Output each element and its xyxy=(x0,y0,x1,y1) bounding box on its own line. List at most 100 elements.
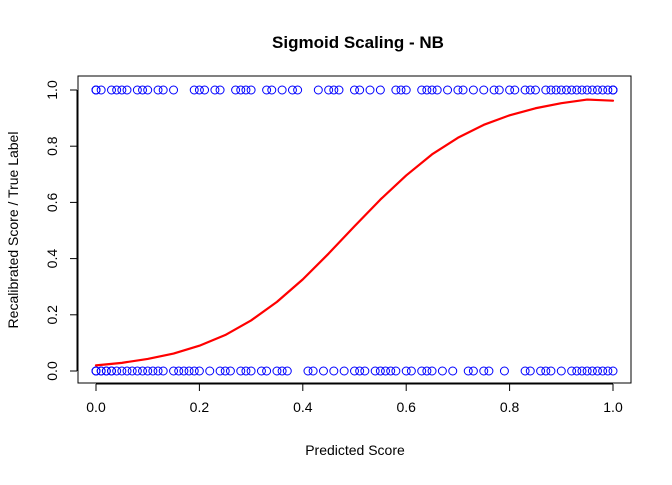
data-point xyxy=(153,85,163,95)
data-point xyxy=(112,85,122,95)
data-point xyxy=(401,366,411,376)
data-point xyxy=(91,366,101,376)
data-point xyxy=(215,85,225,95)
data-point xyxy=(489,85,499,95)
data-point xyxy=(236,366,246,376)
data-point xyxy=(138,85,148,95)
data-point xyxy=(293,85,303,95)
y-axis-label: Recalibrated Score / True Label xyxy=(5,132,21,329)
data-point xyxy=(603,85,613,95)
data-point xyxy=(318,366,328,376)
data-point xyxy=(143,85,153,95)
data-point xyxy=(277,366,287,376)
data-point xyxy=(598,366,608,376)
data-point xyxy=(603,366,613,376)
data-point xyxy=(324,85,334,95)
data-point xyxy=(267,85,277,95)
data-point xyxy=(391,366,401,376)
data-point xyxy=(122,85,132,95)
y-tick-label: 0.0 xyxy=(44,361,60,381)
x-tick-label: 0.8 xyxy=(500,399,520,415)
data-point xyxy=(375,85,385,95)
data-point xyxy=(107,366,117,376)
data-point xyxy=(577,366,587,376)
data-point xyxy=(453,85,463,95)
data-point xyxy=(479,366,489,376)
data-point xyxy=(169,85,179,95)
y-tick-label: 0.2 xyxy=(44,305,60,325)
plot-frame xyxy=(77,75,632,384)
data-point xyxy=(567,85,577,95)
data-point xyxy=(401,85,411,95)
data-point xyxy=(220,366,230,376)
data-point xyxy=(479,85,489,95)
data-point xyxy=(277,85,287,95)
data-point xyxy=(427,85,437,95)
data-point xyxy=(556,85,566,95)
data-point xyxy=(169,366,179,376)
data-point xyxy=(194,366,204,376)
y-tick-label: 0.8 xyxy=(44,136,60,156)
data-point xyxy=(577,85,587,95)
y-tick-label: 0.6 xyxy=(44,192,60,212)
sigmoid-curve xyxy=(94,98,615,367)
data-point xyxy=(541,85,551,95)
data-point xyxy=(194,85,204,95)
data-point xyxy=(520,366,530,376)
data-point xyxy=(448,366,458,376)
sigmoid-curve-layer xyxy=(94,98,615,367)
data-point xyxy=(365,85,375,95)
data-point xyxy=(561,85,571,95)
data-point xyxy=(148,366,158,376)
data-point xyxy=(427,366,437,376)
data-point xyxy=(572,366,582,376)
x-axis-label: Predicted Score xyxy=(305,442,405,458)
x-tick-label: 0.0 xyxy=(86,399,106,415)
y-tick-label: 1.0 xyxy=(44,80,60,100)
data-point xyxy=(184,366,194,376)
data-point xyxy=(112,366,122,376)
data-point xyxy=(303,366,313,376)
data-point xyxy=(546,366,556,376)
data-point xyxy=(236,85,246,95)
data-point xyxy=(360,366,370,376)
data-point xyxy=(215,366,225,376)
data-point xyxy=(241,85,251,95)
data-point xyxy=(422,366,432,376)
data-point xyxy=(417,366,427,376)
data-point xyxy=(329,366,339,376)
data-point xyxy=(117,85,127,95)
data-point xyxy=(246,85,256,95)
data-point xyxy=(608,366,618,376)
data-point xyxy=(567,366,577,376)
data-point xyxy=(153,366,163,376)
data-point xyxy=(127,366,137,376)
data-point xyxy=(443,85,453,95)
data-point xyxy=(582,85,592,95)
data-point xyxy=(189,366,199,376)
data-point xyxy=(608,85,618,95)
data-point xyxy=(205,366,215,376)
data-point xyxy=(546,85,556,95)
data-point xyxy=(355,366,365,376)
data-point xyxy=(510,85,520,95)
data-point xyxy=(132,85,142,95)
data-point xyxy=(370,366,380,376)
data-point xyxy=(313,85,323,95)
data-point xyxy=(174,366,184,376)
scatter-points xyxy=(91,85,618,376)
data-point xyxy=(463,366,473,376)
data-point xyxy=(541,366,551,376)
data-point xyxy=(241,366,251,376)
data-point xyxy=(158,85,168,95)
data-point xyxy=(406,366,416,376)
x-tick-label: 0.4 xyxy=(293,399,313,415)
data-point xyxy=(91,85,101,95)
data-point xyxy=(189,85,199,95)
data-point xyxy=(391,85,401,95)
data-point xyxy=(122,366,132,376)
data-point xyxy=(484,366,494,376)
x-tick-label: 0.2 xyxy=(190,399,210,415)
data-point xyxy=(231,85,241,95)
